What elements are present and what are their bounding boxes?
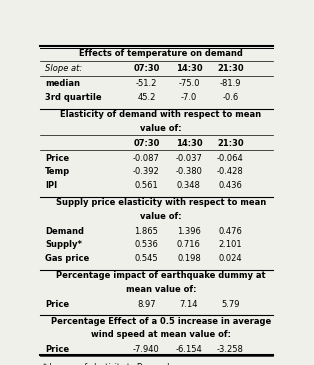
Text: 0.716: 0.716 [177,240,201,249]
Text: * Inverse of elasticity to Demand: * Inverse of elasticity to Demand [43,363,169,365]
Text: median: median [45,79,80,88]
Text: 45.2: 45.2 [137,93,155,102]
Text: -0.064: -0.064 [217,154,244,163]
Text: -0.037: -0.037 [176,154,202,163]
Text: 7.14: 7.14 [180,300,198,308]
Text: -6.154: -6.154 [176,345,202,354]
Text: 0.024: 0.024 [219,254,242,263]
Text: 14:30: 14:30 [176,64,202,73]
Text: 14:30: 14:30 [176,139,202,148]
Text: 0.348: 0.348 [177,181,201,190]
Text: 1.865: 1.865 [134,227,158,235]
Text: 5.79: 5.79 [221,300,240,308]
Text: Percentage impact of earthquake dummy at: Percentage impact of earthquake dummy at [56,271,266,280]
Text: Gas price: Gas price [45,254,89,263]
Text: 07:30: 07:30 [133,64,160,73]
Text: 0.436: 0.436 [218,181,242,190]
Text: -81.9: -81.9 [219,79,241,88]
Text: -0.380: -0.380 [176,167,202,176]
Text: -0.087: -0.087 [133,154,160,163]
Text: IPI: IPI [45,181,57,190]
Text: Elasticity of demand with respect to mean: Elasticity of demand with respect to mea… [60,110,262,119]
Text: Temp: Temp [45,167,70,176]
Text: Price: Price [45,300,69,308]
Text: -51.2: -51.2 [136,79,157,88]
Text: 0.561: 0.561 [134,181,158,190]
Text: 21:30: 21:30 [217,64,244,73]
Text: 0.545: 0.545 [134,254,158,263]
Text: 1.396: 1.396 [177,227,201,235]
Text: Supply price elasticity with respect to mean: Supply price elasticity with respect to … [56,198,266,207]
Text: 8.97: 8.97 [137,300,156,308]
Text: 2.101: 2.101 [219,240,242,249]
Text: 0.198: 0.198 [177,254,201,263]
Text: -7.940: -7.940 [133,345,160,354]
Text: wind speed at mean value of:: wind speed at mean value of: [91,330,231,339]
Text: 21:30: 21:30 [217,139,244,148]
Text: Effects of temperature on demand: Effects of temperature on demand [79,49,243,58]
Text: -75.0: -75.0 [178,79,200,88]
Text: -3.258: -3.258 [217,345,244,354]
Text: 07:30: 07:30 [133,139,160,148]
Text: 3rd quartile: 3rd quartile [45,93,102,102]
Text: 0.536: 0.536 [134,240,158,249]
Text: Supply*: Supply* [45,240,82,249]
Text: value of:: value of: [140,212,182,221]
Text: Demand: Demand [45,227,84,235]
Text: -0.428: -0.428 [217,167,244,176]
Text: mean value of:: mean value of: [126,285,196,294]
Text: Price: Price [45,345,69,354]
Text: Slope at:: Slope at: [45,64,83,73]
Text: -0.392: -0.392 [133,167,160,176]
Text: -0.6: -0.6 [222,93,238,102]
Text: Percentage Effect of a 0.5 increase in average: Percentage Effect of a 0.5 increase in a… [51,317,271,326]
Text: value of:: value of: [140,124,182,132]
Text: 0.476: 0.476 [218,227,242,235]
Text: Price: Price [45,154,69,163]
Text: -7.0: -7.0 [181,93,197,102]
